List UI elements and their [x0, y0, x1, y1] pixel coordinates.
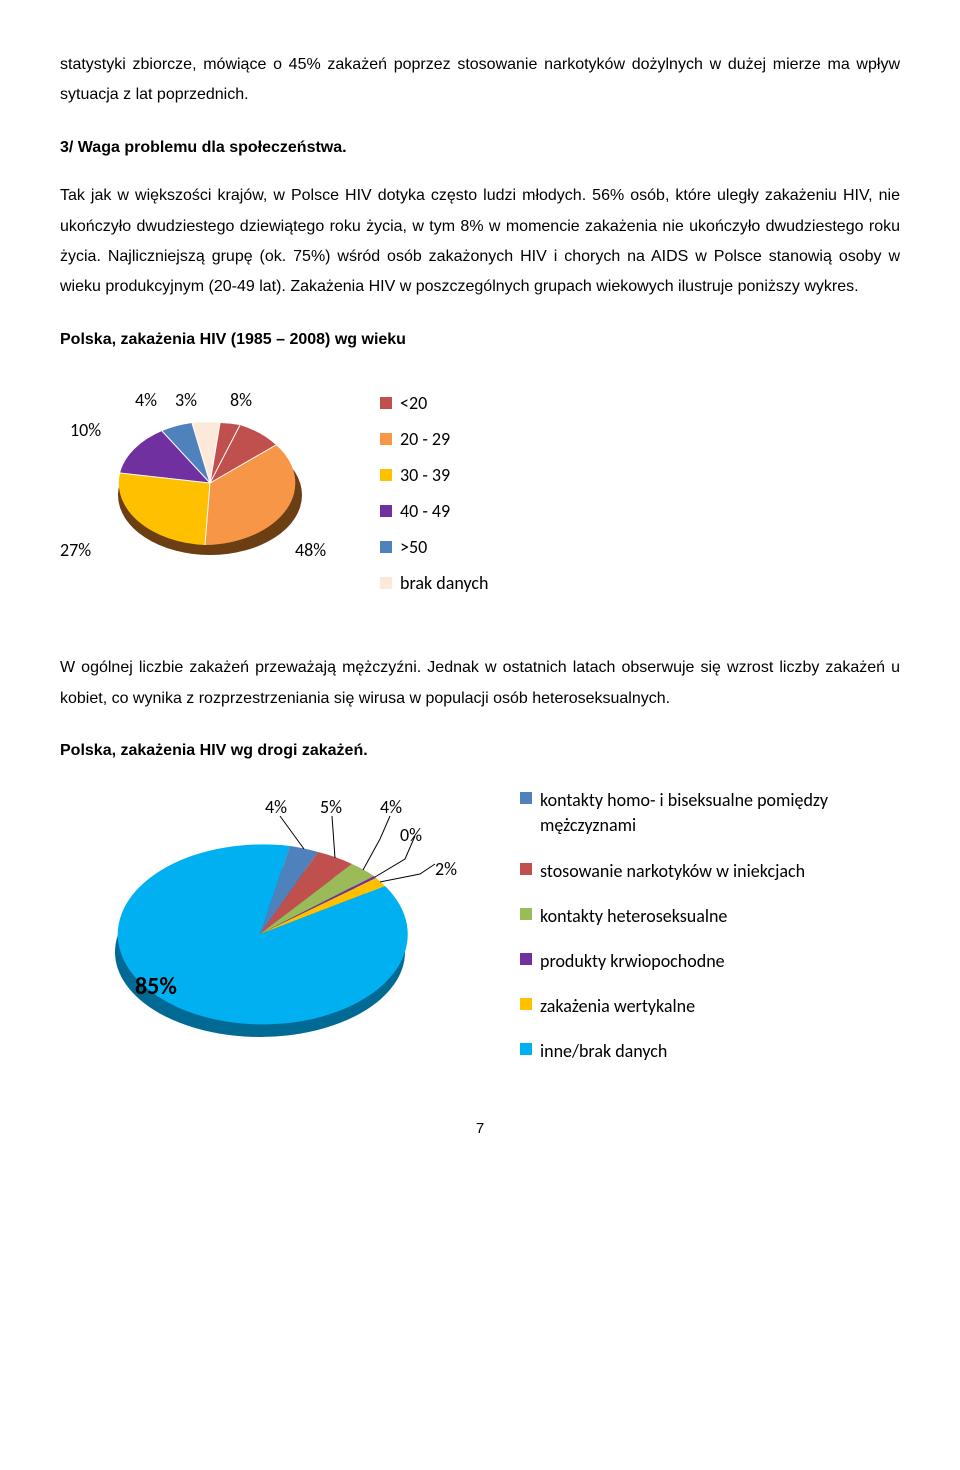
legend-swatch	[380, 505, 392, 517]
legend-swatch	[520, 998, 532, 1010]
legend-item: >50	[380, 529, 488, 565]
legend-item: <20	[380, 385, 488, 421]
paragraph-2: Tak jak w większości krajów, w Polsce HI…	[60, 181, 900, 303]
legend-item: 40 - 49	[380, 493, 488, 529]
legend-item: stosowanie narkotyków w iniekcjach	[520, 859, 840, 884]
legend-label: inne/brak danych	[540, 1039, 667, 1064]
pie2-label-5: 5%	[320, 790, 342, 824]
pie1-label-48: 48%	[295, 533, 326, 567]
legend-label: kontakty heteroseksualne	[540, 904, 727, 929]
pie-chart-2: 4% 5% 4% 0% 2% 85%	[60, 784, 480, 1064]
pie1-label-8: 8%	[230, 383, 252, 417]
legend-item: 30 - 39	[380, 457, 488, 493]
legend-item: zakażenia wertykalne	[520, 994, 840, 1019]
pie1-label-3: 3%	[175, 383, 197, 417]
chart1-title: Polska, zakażenia HIV (1985 – 2008) wg w…	[60, 325, 900, 355]
chart2-title: Polska, zakażenia HIV wg drogi zakażeń.	[60, 736, 900, 766]
legend-item: produkty krwiopochodne	[520, 949, 840, 974]
paragraph-1: statystyki zbiorcze, mówiące o 45% zakaż…	[60, 50, 900, 111]
legend-item: kontakty heteroseksualne	[520, 904, 840, 929]
pie2-label-85: 85%	[135, 964, 177, 1010]
legend-swatch	[520, 953, 532, 965]
chart1-legend: <20 20 - 29 30 - 39 40 - 49 >50 brak dan…	[380, 385, 488, 601]
legend-swatch	[520, 908, 532, 920]
section-heading-3: 3/ Waga problemu dla społeczeństwa.	[60, 133, 900, 163]
chart2-container: 4% 5% 4% 0% 2% 85% kontakty homo- i bise…	[60, 784, 900, 1084]
legend-label: zakażenia wertykalne	[540, 994, 695, 1019]
legend-label: 30 - 39	[400, 457, 450, 493]
legend-swatch	[520, 863, 532, 875]
legend-swatch	[380, 433, 392, 445]
pie2-label-4b: 4%	[380, 790, 402, 824]
pie1-label-10: 10%	[70, 413, 101, 447]
pie2-label-4a: 4%	[265, 790, 287, 824]
legend-label: 40 - 49	[400, 493, 450, 529]
paragraph-3: W ogólnej liczbie zakażeń przeważają męż…	[60, 653, 900, 714]
pie1-label-27: 27%	[60, 533, 91, 567]
page-number: 7	[60, 1115, 900, 1144]
legend-swatch	[380, 577, 392, 589]
pie-chart-1: 10% 4% 3% 8% 27% 48%	[60, 373, 360, 613]
legend-label: produkty krwiopochodne	[540, 949, 725, 974]
legend-item: inne/brak danych	[520, 1039, 840, 1064]
chart1-container: 10% 4% 3% 8% 27% 48% <20 20 - 29 30 - 39…	[60, 373, 900, 613]
legend-label: >50	[400, 529, 427, 565]
legend-label: 20 - 29	[400, 421, 450, 457]
legend-item: 20 - 29	[380, 421, 488, 457]
legend-swatch	[520, 1043, 532, 1055]
legend-label: kontakty homo- i biseksualne pomiędzy mę…	[540, 788, 840, 838]
legend-label: brak danych	[400, 565, 488, 601]
chart2-legend: kontakty homo- i biseksualne pomiędzy mę…	[520, 788, 840, 1084]
legend-swatch	[380, 541, 392, 553]
legend-label: stosowanie narkotyków w iniekcjach	[540, 859, 805, 884]
legend-item: brak danych	[380, 565, 488, 601]
legend-swatch	[380, 469, 392, 481]
legend-swatch	[380, 397, 392, 409]
legend-label: <20	[400, 385, 427, 421]
legend-item: kontakty homo- i biseksualne pomiędzy mę…	[520, 788, 840, 838]
legend-swatch	[520, 792, 532, 804]
pie1-label-4: 4%	[135, 383, 157, 417]
pie2-label-0: 0%	[400, 818, 422, 852]
pie2-label-2: 2%	[435, 852, 457, 886]
